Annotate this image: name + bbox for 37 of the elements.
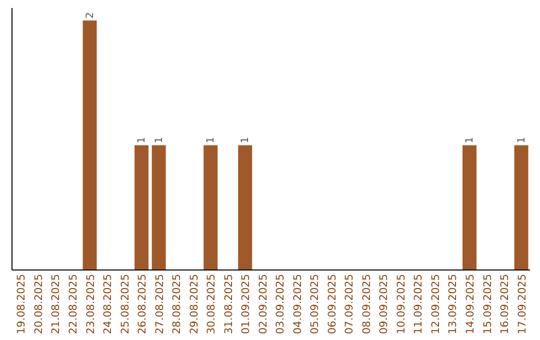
x-tick-label: 05.09.2025 <box>309 274 322 334</box>
x-tick-label: 14.09.2025 <box>464 274 476 334</box>
x-tick-label: 27.08.2025 <box>154 274 166 334</box>
data-label: 1 <box>516 136 528 144</box>
x-tick-label: 25.08.2025 <box>119 274 132 334</box>
x-tick-label: 26.08.2025 <box>136 274 149 334</box>
data-label: 1 <box>154 136 165 144</box>
x-tick-label: 17.09.2025 <box>516 274 528 334</box>
x-tick-label: 01.09.2025 <box>240 274 252 334</box>
x-tick-label: 04.09.2025 <box>292 274 304 334</box>
x-tick-label: 30.08.2025 <box>206 274 218 334</box>
x-tick-label: 23.08.2025 <box>84 274 97 334</box>
data-label: 1 <box>240 136 252 144</box>
data-label: 1 <box>464 136 476 144</box>
x-tick-label: 11.09.2025 <box>412 274 425 334</box>
x-tick-label: 03.09.2025 <box>274 274 287 334</box>
data-label: 2 <box>84 12 96 18</box>
x-tick-label: 02.09.2025 <box>257 274 270 334</box>
data-label: 1 <box>206 136 217 144</box>
x-tick-label: 06.09.2025 <box>326 274 338 334</box>
x-tick-label: 16.09.2025 <box>499 274 512 334</box>
x-tick-label: 09.09.2025 <box>378 274 390 334</box>
x-tick-label: 13.09.2025 <box>447 274 460 334</box>
x-tick-label: 20.08.2025 <box>32 274 45 334</box>
x-tick-label: 07.09.2025 <box>344 274 356 334</box>
x-tick-label: 21.08.2025 <box>50 274 62 334</box>
x-tick-label: 12.09.2025 <box>430 274 442 334</box>
x-tick-label: 22.08.2025 <box>68 274 80 334</box>
x-tick-label: 19.08.2025 <box>16 274 28 334</box>
x-tick-label: 28.08.2025 <box>171 274 184 334</box>
x-tick-label: 08.09.2025 <box>360 274 373 334</box>
x-tick-label: 31.08.2025 <box>222 274 235 334</box>
x-tick-label: 24.08.2025 <box>102 274 114 334</box>
data-label: 1 <box>136 136 148 144</box>
x-tick-label: 15.09.2025 <box>482 274 494 334</box>
x-tick-label: 10.09.2025 <box>395 274 408 334</box>
x-tick-label: 29.08.2025 <box>188 274 200 334</box>
